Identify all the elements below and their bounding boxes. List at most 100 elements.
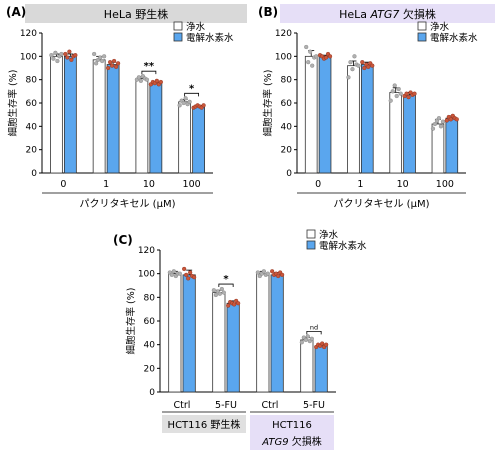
x-tick-label: Ctrl — [174, 400, 191, 411]
bar — [92, 59, 106, 174]
panel-letter: (B) — [258, 5, 278, 19]
data-point — [187, 99, 192, 104]
bar — [445, 117, 459, 174]
x-axis-title: パクリタキセル (µM) — [80, 198, 176, 210]
group-label-box — [250, 415, 334, 450]
data-point — [67, 49, 72, 54]
bar — [212, 292, 226, 393]
group-label: HCT116 — [272, 420, 312, 431]
significance-label: * — [223, 274, 229, 285]
data-point — [177, 271, 182, 276]
legend-swatch-treatment — [417, 32, 427, 42]
x-tick-label: 5-FU — [215, 400, 237, 411]
significance-bracket — [141, 70, 157, 75]
bar — [360, 64, 374, 174]
data-point — [182, 266, 187, 272]
significance-label: ** — [144, 61, 155, 72]
legend-label-control: 浄水 — [319, 229, 339, 241]
bar — [403, 94, 416, 174]
x-tick-label: 10 — [143, 179, 155, 190]
data-point — [444, 118, 449, 123]
y-axis-title: 細胞生存率 (%) — [262, 70, 274, 137]
y-tick-label: 120 — [138, 246, 155, 256]
data-point — [323, 55, 329, 60]
legend-label-control: 浄水 — [186, 21, 206, 33]
data-point — [255, 270, 260, 275]
x-tick-label: 0 — [315, 179, 321, 190]
data-point — [346, 75, 351, 80]
data-point — [158, 79, 163, 85]
data-point — [65, 55, 70, 60]
legend-label-treatment: 電解水素水 — [319, 240, 367, 252]
data-point — [171, 269, 176, 274]
data-point — [356, 63, 361, 68]
data-point — [192, 275, 197, 280]
legend-label-treatment: 電解水素水 — [430, 32, 478, 44]
bar — [63, 55, 77, 174]
y-tick-label: 80 — [281, 76, 293, 86]
data-point — [110, 63, 115, 68]
data-point — [108, 60, 113, 65]
data-point — [232, 302, 237, 307]
x-tick-label: 100 — [183, 179, 201, 190]
data-point — [388, 98, 393, 103]
data-point — [73, 53, 78, 58]
y-tick-label: 60 — [144, 317, 156, 327]
data-point — [177, 103, 182, 108]
bar — [106, 64, 120, 174]
bar — [304, 55, 318, 174]
data-point — [136, 75, 141, 80]
y-tick-label: 20 — [26, 146, 38, 156]
data-point — [59, 51, 64, 57]
y-tick-label: 40 — [26, 122, 38, 132]
bar — [347, 65, 360, 174]
data-point — [100, 58, 105, 64]
data-point — [390, 89, 395, 94]
data-point — [94, 61, 99, 66]
y-tick-label: 60 — [26, 99, 38, 109]
data-point — [53, 50, 58, 55]
data-point — [327, 54, 333, 59]
x-tick-label: 0 — [60, 179, 66, 190]
group-label-line2-part: 欠損株 — [289, 435, 322, 448]
data-point — [320, 341, 325, 346]
data-point — [144, 77, 149, 82]
y-tick-label: 100 — [20, 52, 37, 62]
legend-swatch-treatment — [173, 32, 183, 42]
bar — [135, 78, 149, 174]
panel-title: HeLa 野生株 — [104, 7, 168, 21]
bar — [178, 101, 192, 174]
data-point — [181, 100, 186, 106]
data-point — [352, 54, 357, 59]
data-point — [394, 93, 399, 99]
data-point — [226, 303, 231, 308]
x-tick-label: 1 — [357, 179, 363, 190]
y-tick-label: 60 — [281, 99, 293, 109]
legend-swatch-control — [306, 229, 316, 239]
bar — [431, 123, 445, 174]
data-point — [314, 54, 319, 59]
data-point — [348, 60, 353, 65]
data-point — [270, 269, 275, 274]
significance-label: nd — [310, 323, 318, 331]
data-point — [360, 60, 365, 65]
group-label-part: HCT116 — [272, 420, 312, 431]
data-point — [219, 286, 224, 292]
panel-letter: (C) — [113, 233, 133, 247]
x-tick-label: Ctrl — [262, 400, 279, 411]
data-point — [350, 67, 355, 72]
bar — [50, 55, 63, 174]
panel-letter: (A) — [6, 5, 26, 19]
data-point — [438, 124, 444, 129]
bar — [314, 345, 328, 393]
y-tick-label: 20 — [281, 146, 293, 156]
data-point — [183, 96, 188, 101]
group-label-box — [162, 415, 246, 433]
data-point — [116, 61, 121, 66]
bar — [192, 106, 205, 174]
legend-swatch-control — [417, 21, 427, 31]
y-axis-title: 細胞生存率 (%) — [125, 288, 137, 355]
significance-bracket — [218, 283, 234, 288]
data-point — [310, 63, 315, 68]
